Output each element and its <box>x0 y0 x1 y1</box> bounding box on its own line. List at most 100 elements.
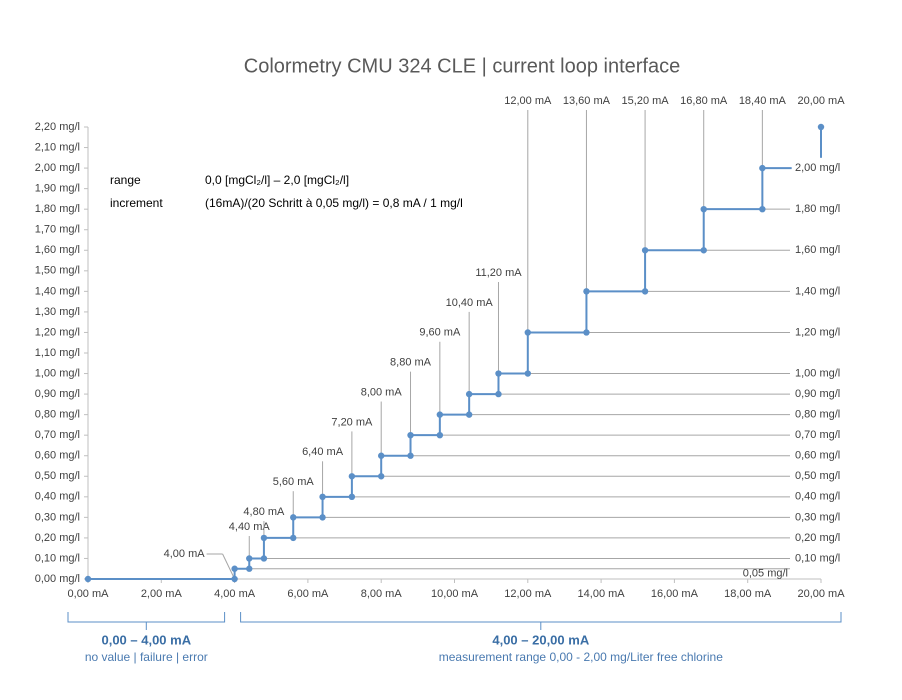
y-tick-label: 1,60 mg/l <box>35 244 80 256</box>
current-label: 13,60 mA <box>563 95 611 107</box>
point <box>759 205 766 213</box>
point <box>378 473 385 480</box>
y-tick-label: 0,40 mg/l <box>35 491 80 503</box>
level-label: 0,50 mg/l <box>795 470 840 482</box>
y-tick-label: 2,00 mg/l <box>35 162 80 174</box>
point <box>465 411 473 418</box>
level-label: 0,90 mg/l <box>795 388 840 400</box>
y-tick-label: 0,90 mg/l <box>35 388 80 400</box>
info-box <box>100 163 512 215</box>
y-tick-label: 1,50 mg/l <box>35 265 80 277</box>
point <box>319 493 326 501</box>
x-tick-label: 10,00 mA <box>431 588 479 600</box>
level-label: 0,10 mg/l <box>795 552 840 564</box>
point <box>260 555 268 562</box>
current-label: 15,20 mA <box>622 95 670 107</box>
point <box>700 247 707 254</box>
y-tick-label: 1,70 mg/l <box>35 224 80 236</box>
y-tick-label: 0,50 mg/l <box>35 470 80 482</box>
y-tick-label: 2,20 mg/l <box>35 121 80 133</box>
info-key: increment <box>110 196 163 210</box>
point <box>583 329 590 336</box>
level-label: 0,30 mg/l <box>795 511 840 523</box>
current-label: 20,00 mA <box>797 95 845 107</box>
point <box>260 534 268 542</box>
info-text: (16mA)/(20 Schritt à 0,05 mg/l) = 0,8 mA… <box>205 196 463 210</box>
point <box>465 390 473 398</box>
x-tick-label: 6,00 mA <box>287 588 329 600</box>
info-text: 0,0 [mgCl₂/l] – 2,0 [mgCl₂/l] <box>205 173 349 187</box>
level-label: 1,80 mg/l <box>795 203 840 215</box>
range-title: 4,00 – 20,00 mA <box>492 632 589 647</box>
current-label: 4,80 mA <box>243 506 285 518</box>
point <box>246 555 253 562</box>
x-tick-label: 0,00 mA <box>68 588 110 600</box>
x-tick-label: 20,00 mA <box>797 588 845 600</box>
level-label: 0,60 mg/l <box>795 450 840 462</box>
point <box>524 329 531 336</box>
range-title: 0,00 – 4,00 mA <box>101 632 191 647</box>
point <box>641 247 649 254</box>
y-tick-label: 1,90 mg/l <box>35 183 80 195</box>
info-key: range <box>110 173 141 187</box>
current-label: 12,00 mA <box>504 95 552 107</box>
point <box>290 514 297 521</box>
current-label: 16,80 mA <box>680 95 728 107</box>
x-tick-label: 16,00 mA <box>651 588 699 600</box>
y-tick-label: 0,60 mg/l <box>35 450 80 462</box>
chart-title: Colormetry CMU 324 CLE | current loop in… <box>244 55 680 77</box>
range-bracket <box>67 612 226 630</box>
current-label: 9,60 mA <box>419 327 461 339</box>
y-tick-label: 1,30 mg/l <box>35 306 80 318</box>
level-label: 0,80 mg/l <box>795 409 840 421</box>
y-tick-label: 2,10 mg/l <box>35 141 80 153</box>
point <box>378 452 385 459</box>
current-label: 18,40 mA <box>739 95 787 107</box>
current-label: 8,00 mA <box>361 386 403 398</box>
y-tick-label: 0,20 mg/l <box>35 532 80 544</box>
point <box>641 288 649 295</box>
y-tick-label: 0,30 mg/l <box>35 511 80 523</box>
current-label: 4,00 mA <box>164 548 206 560</box>
point <box>817 123 825 131</box>
point <box>407 452 414 459</box>
current-label: 7,20 mA <box>331 416 373 428</box>
y-tick-label: 0,70 mg/l <box>35 429 80 441</box>
level-label: 1,20 mg/l <box>795 326 840 338</box>
point <box>436 411 444 418</box>
y-tick-label: 1,10 mg/l <box>35 347 80 359</box>
level-label: 1,60 mg/l <box>795 244 840 256</box>
level-label: 0,40 mg/l <box>795 491 840 503</box>
point <box>495 370 502 377</box>
level-label: 1,00 mg/l <box>795 367 840 379</box>
current-leader <box>222 553 236 580</box>
current-label: 11,20 mA <box>475 267 522 279</box>
y-tick-label: 0,80 mg/l <box>35 409 80 421</box>
current-label: 5,60 mA <box>273 476 315 488</box>
level-label: 2,00 mg/l <box>795 162 840 174</box>
point <box>246 565 253 572</box>
y-tick-label: 1,40 mg/l <box>35 285 80 297</box>
y-tick-label: 0,10 mg/l <box>35 552 80 564</box>
point <box>495 390 502 398</box>
point <box>407 431 414 439</box>
x-tick-label: 4,00 mA <box>214 588 256 600</box>
point <box>436 431 444 439</box>
point <box>348 493 356 501</box>
current-label: 10,40 mA <box>446 297 494 309</box>
level-label: 0,70 mg/l <box>795 429 840 441</box>
point <box>290 534 297 542</box>
point <box>319 514 326 521</box>
current-label: 4,40 mA <box>229 521 271 533</box>
current-label: 8,80 mA <box>390 357 432 369</box>
range-bracket <box>240 612 842 630</box>
x-tick-label: 12,00 mA <box>504 588 552 600</box>
point <box>583 288 590 295</box>
point <box>231 565 238 572</box>
x-tick-label: 2,00 mA <box>141 588 183 600</box>
level-label: 1,40 mg/l <box>795 285 840 297</box>
y-tick-label: 1,00 mg/l <box>35 367 80 379</box>
y-tick-label: 0,00 mg/l <box>35 573 80 585</box>
level-label: 0,20 mg/l <box>795 532 840 544</box>
